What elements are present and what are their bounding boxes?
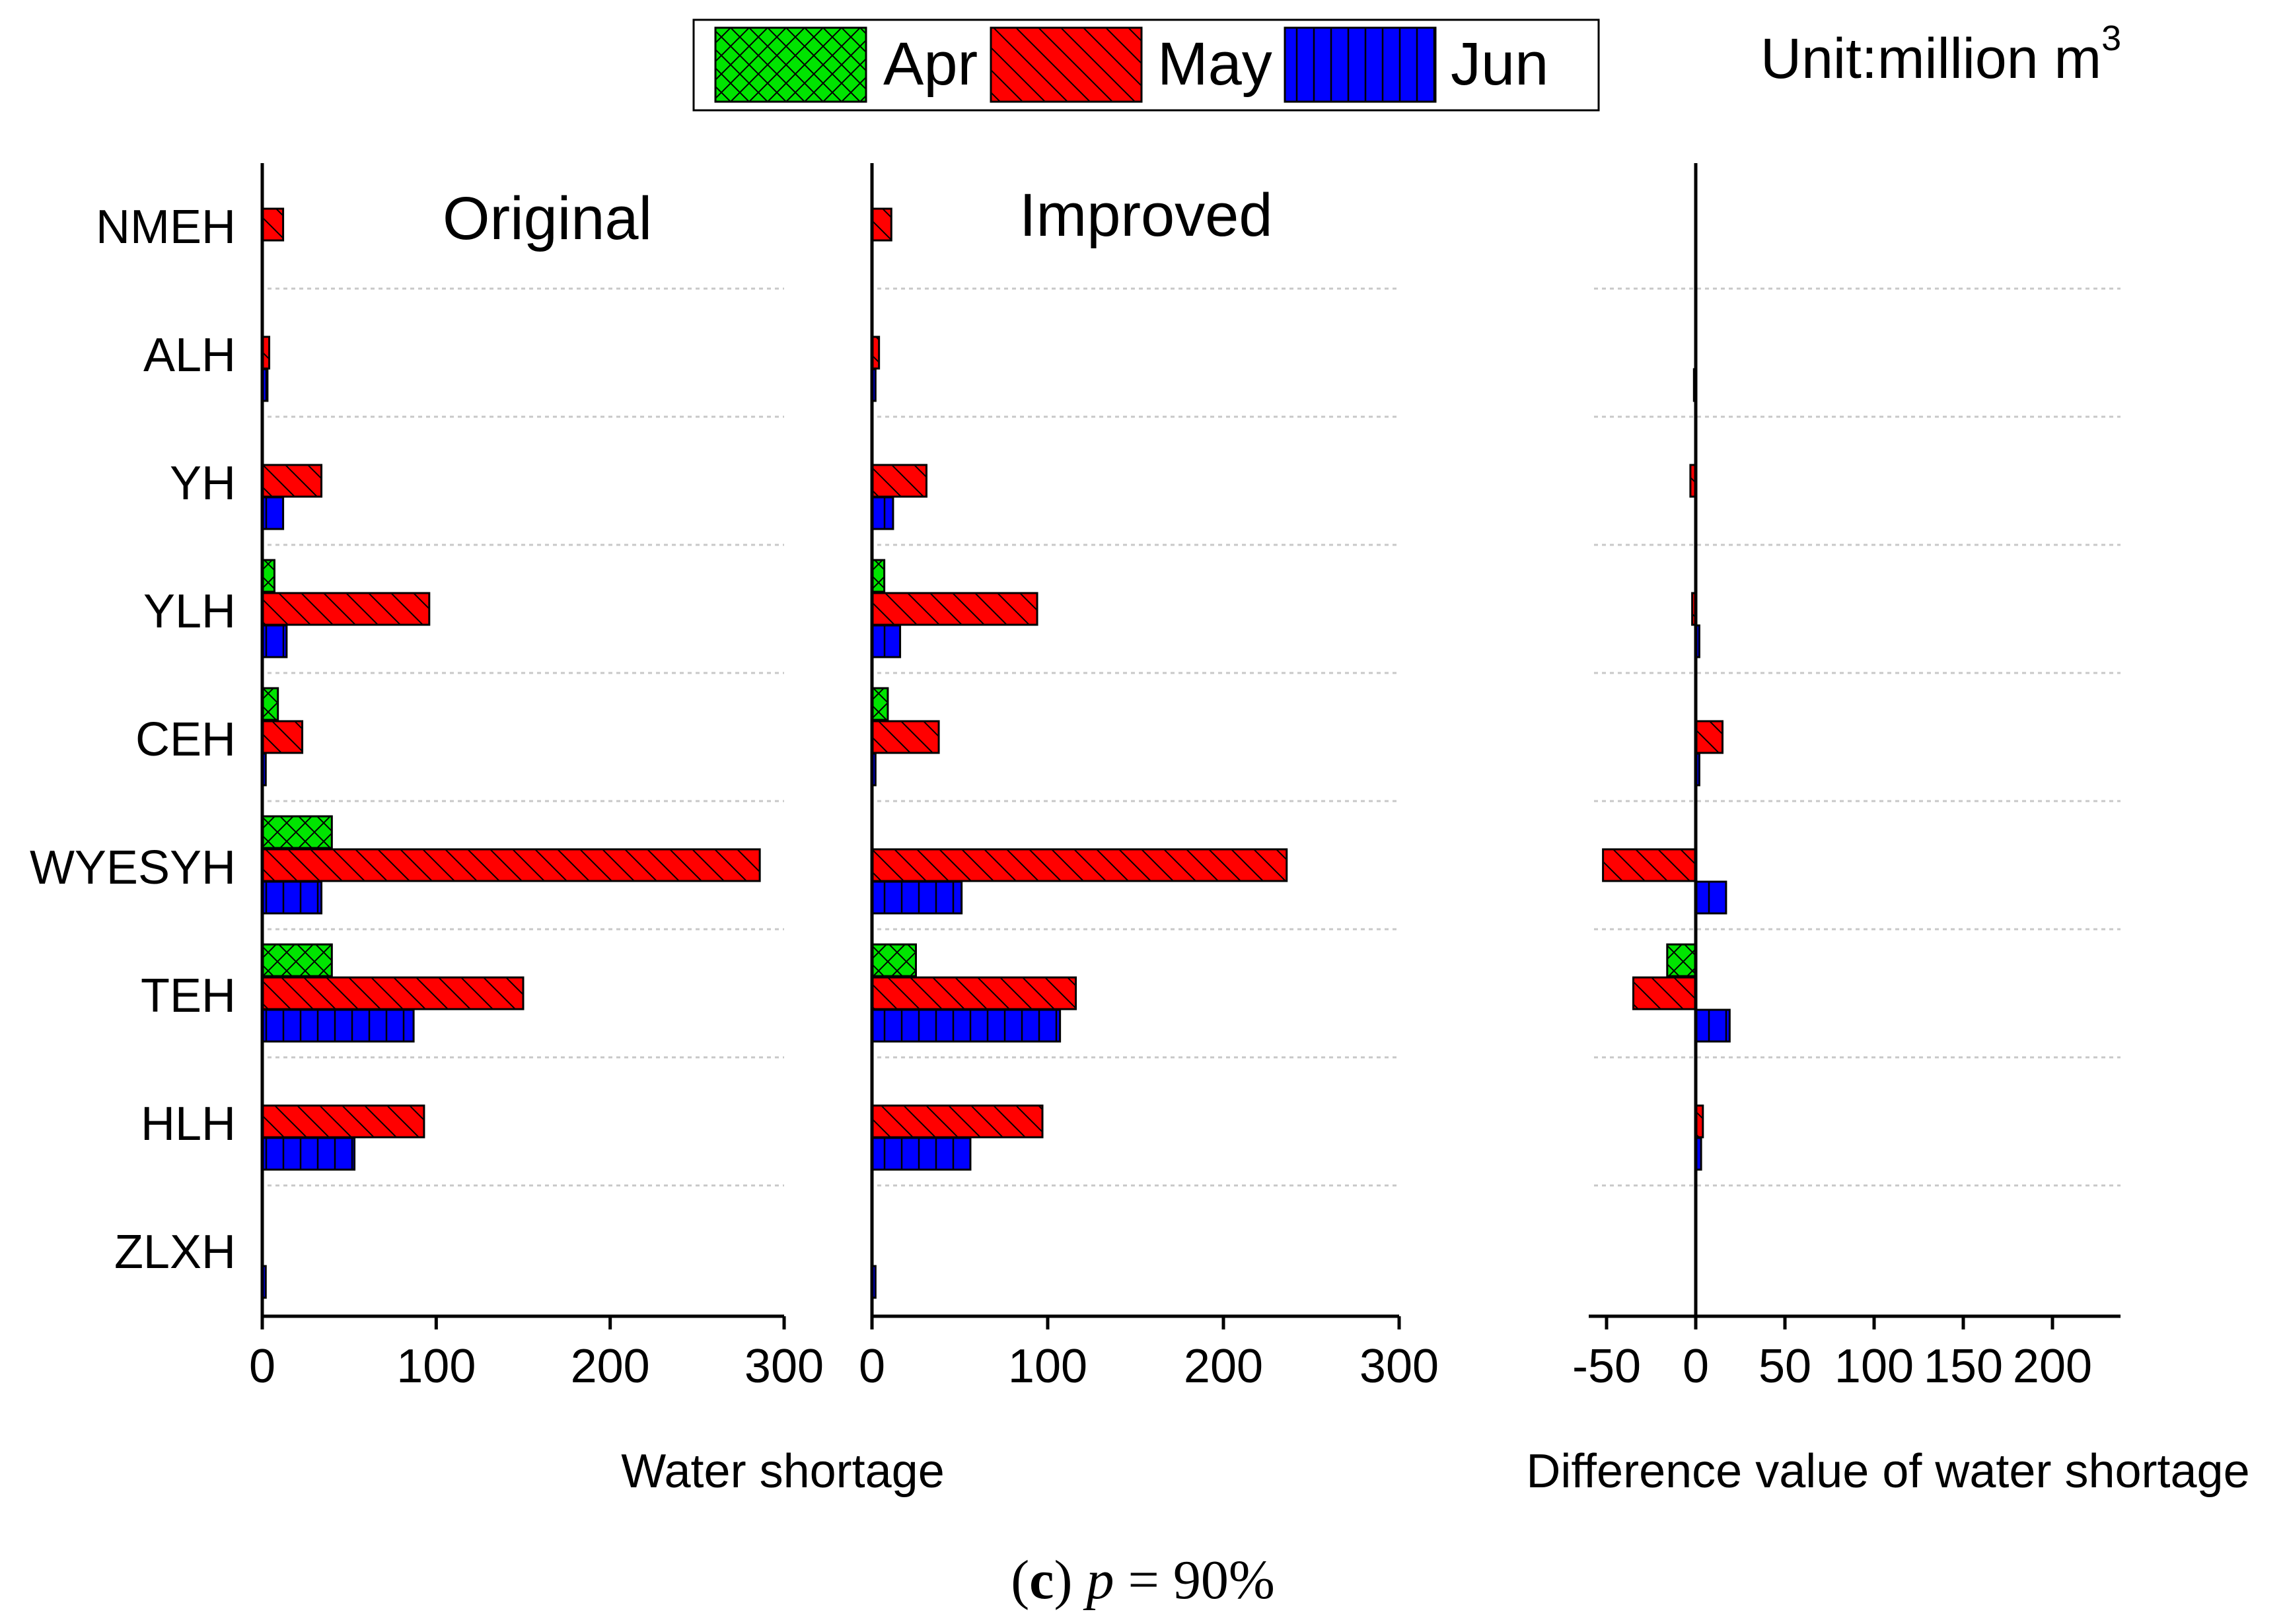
bar-original-jun-wyesyh	[261, 880, 323, 915]
x-tick-label-original-200: 200	[571, 1340, 650, 1393]
legend-label-may: May	[1157, 30, 1272, 98]
category-label-ylh: YLH	[143, 585, 236, 638]
bar-original-jun-teh	[261, 1008, 415, 1043]
bar-improved-may-nmeh	[871, 207, 892, 242]
category-label-alh: ALH	[143, 329, 236, 382]
category-label-zlxh: ZLXH	[114, 1226, 236, 1279]
category-label-hlh: HLH	[141, 1098, 236, 1150]
x-tick-label-improved-300: 300	[1360, 1340, 1439, 1393]
panel-original: 0 100 200 300	[249, 163, 824, 1393]
bar-improved-apr-ylh	[871, 559, 886, 593]
caption-space	[1072, 1549, 1086, 1611]
x-tick-label-original-0: 0	[249, 1340, 275, 1393]
bar-original-apr-ceh	[261, 687, 279, 721]
unit-label: Unit:million m3	[1760, 18, 2121, 90]
bar-original-may-hlh	[261, 1104, 425, 1139]
x-tick-label-improved-200: 200	[1184, 1340, 1263, 1393]
bar-improved-may-ylh	[871, 592, 1038, 626]
category-label-nmeh: NMEH	[96, 201, 236, 254]
bar-difference-may-teh	[1632, 976, 1697, 1010]
x-tick-label-difference-100: 100	[1834, 1340, 1914, 1393]
category-label-yh: YH	[170, 457, 236, 510]
bar-improved-jun-yh	[871, 496, 894, 530]
caption-open: (	[1011, 1549, 1029, 1611]
panel-difference: -50 0 50 100 150 200	[1572, 163, 2121, 1393]
bar-improved-jun-teh	[871, 1008, 1062, 1043]
title-improved: Improved	[1019, 182, 1273, 249]
legend: Apr May Jun	[692, 18, 1600, 112]
title-original: Original	[443, 185, 652, 252]
bar-original-may-ylh	[261, 592, 431, 626]
bar-original-jun-yh	[261, 496, 285, 530]
figure-caption: (c) p = 90%	[1011, 1549, 1275, 1611]
bar-improved-apr-ceh	[871, 687, 889, 721]
bar-original-may-ceh	[261, 720, 304, 754]
bar-improved-may-wyesyh	[871, 848, 1288, 882]
bar-improved-may-teh	[871, 976, 1077, 1010]
panel-improved: 0 100 200 300	[859, 163, 1439, 1393]
legend-swatch-may	[990, 26, 1143, 103]
category-label-wyesyh: WYESYH	[30, 841, 236, 894]
x-tick-label-difference-150: 150	[1924, 1340, 2003, 1393]
xlabel-difference: Difference value of water shortage	[1526, 1445, 2249, 1498]
caption-rest: = 90%	[1114, 1549, 1274, 1611]
bar-difference-jun-wyesyh	[1694, 880, 1727, 915]
bar-original-may-nmeh	[261, 207, 285, 242]
bar-difference-may-wyesyh	[1602, 848, 1697, 882]
xlabel-water-shortage: Water shortage	[621, 1445, 945, 1498]
x-tick-label-difference-50: 50	[1759, 1340, 1811, 1393]
bar-original-apr-ylh	[261, 559, 275, 593]
legend-swatch-apr	[714, 26, 867, 103]
category-label-ceh: CEH	[135, 713, 236, 766]
x-tick-label-difference--50: -50	[1572, 1340, 1641, 1393]
bar-improved-jun-hlh	[871, 1137, 972, 1171]
x-tick-label-improved-100: 100	[1008, 1340, 1087, 1393]
bar-improved-may-ceh	[871, 720, 940, 754]
bar-original-apr-teh	[261, 943, 333, 977]
bar-original-apr-wyesyh	[261, 815, 333, 849]
caption-close: )	[1054, 1549, 1072, 1611]
x-tick-label-difference-0: 0	[1683, 1340, 1709, 1393]
bar-improved-jun-wyesyh	[871, 880, 963, 915]
bar-original-may-teh	[261, 976, 525, 1010]
x-tick-label-original-300: 300	[744, 1340, 824, 1393]
bar-improved-may-hlh	[871, 1104, 1044, 1139]
bar-improved-jun-ylh	[871, 624, 902, 658]
bar-original-jun-hlh	[261, 1137, 356, 1171]
bar-original-may-wyesyh	[261, 848, 761, 882]
caption-letter: c	[1029, 1549, 1054, 1611]
x-tick-label-difference-200: 200	[2013, 1340, 2092, 1393]
category-labels: NMEH ALH YH YLH CEH WYESYH TEH HLH ZLXH	[30, 201, 236, 1279]
bar-original-may-yh	[261, 464, 323, 498]
bar-original-jun-ylh	[261, 624, 288, 658]
bar-difference-apr-teh	[1666, 943, 1697, 977]
bar-difference-may-ceh	[1694, 720, 1723, 754]
unit-label-superscript: 3	[2101, 18, 2121, 58]
x-tick-label-improved-0: 0	[859, 1340, 885, 1393]
category-label-teh: TEH	[141, 970, 236, 1022]
unit-label-text: Unit:million m	[1760, 27, 2101, 90]
bar-improved-apr-teh	[871, 943, 917, 977]
x-tick-label-original-100: 100	[396, 1340, 476, 1393]
caption-variable: p	[1083, 1549, 1114, 1611]
bar-difference-jun-teh	[1694, 1008, 1731, 1043]
legend-label-jun: Jun	[1451, 30, 1548, 98]
bar-improved-may-yh	[871, 464, 927, 498]
legend-swatch-jun	[1284, 26, 1437, 103]
legend-label-apr: Apr	[883, 30, 978, 98]
